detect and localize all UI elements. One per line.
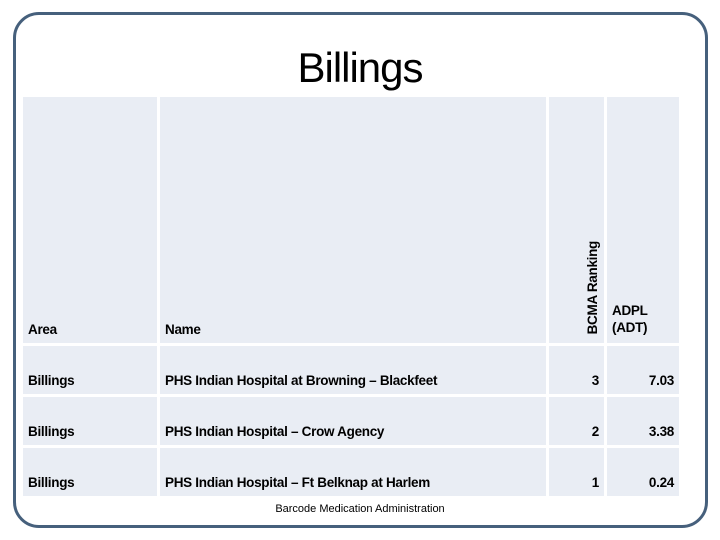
cell-name: PHS Indian Hospital – Ft Belknap at Harl… [160, 448, 546, 496]
cell-bcma-ranking: 2 [549, 397, 604, 445]
slide-title: Billings [297, 44, 423, 91]
cell-area: Billings [23, 448, 157, 496]
column-header-adpl-adt: ADPL (ADT) [607, 97, 679, 343]
adpl-label-line1: ADPL [612, 303, 648, 319]
table-header: Area Name BCMA Ranking ADPL (ADT) [23, 97, 679, 343]
column-header-name: Name [160, 97, 546, 343]
cell-adpl-adt: 3.38 [607, 397, 679, 445]
cell-area: Billings [23, 397, 157, 445]
cell-name: PHS Indian Hospital – Crow Agency [160, 397, 546, 445]
cell-bcma-ranking: 1 [549, 448, 604, 496]
table-row: Billings PHS Indian Hospital at Browning… [23, 346, 679, 394]
cell-name: PHS Indian Hospital at Browning – Blackf… [160, 346, 546, 394]
column-header-bcma-ranking: BCMA Ranking [549, 97, 604, 343]
table-row: Billings PHS Indian Hospital – Crow Agen… [23, 397, 679, 445]
slide-footer-caption: Barcode Medication Administration [275, 503, 445, 515]
bcma-ranking-vertical-label: BCMA Ranking [584, 240, 600, 334]
cell-adpl-adt: 7.03 [607, 346, 679, 394]
table-header-row: Area Name BCMA Ranking ADPL (ADT) [23, 97, 679, 343]
table-body: Billings PHS Indian Hospital at Browning… [23, 346, 679, 496]
column-header-area: Area [23, 97, 157, 343]
table-row: Billings PHS Indian Hospital – Ft Belkna… [23, 448, 679, 496]
cell-adpl-adt: 0.24 [607, 448, 679, 496]
facility-ranking-table: Area Name BCMA Ranking ADPL (ADT) Billin… [20, 94, 682, 499]
cell-bcma-ranking: 3 [549, 346, 604, 394]
cell-area: Billings [23, 346, 157, 394]
adpl-label-line2: (ADT) [612, 320, 648, 336]
